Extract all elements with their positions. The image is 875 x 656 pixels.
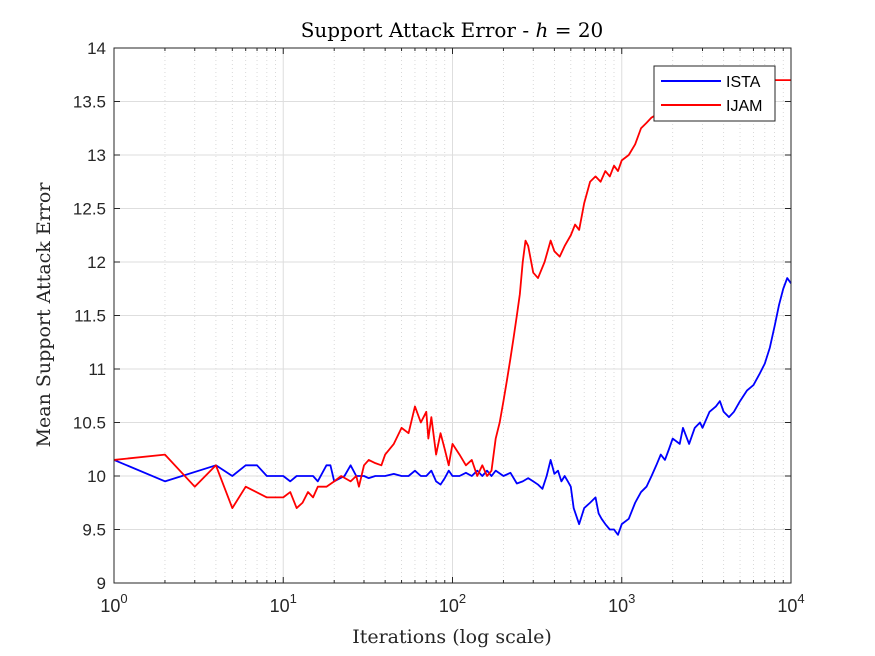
y-tick-label: 11: [88, 360, 106, 379]
series-lines: [113, 79, 792, 536]
chart-title: Support Attack Error - h = 20: [301, 18, 604, 42]
axes: [113, 47, 792, 584]
y-tick-label: 13.5: [73, 93, 106, 112]
y-tick-label: 14: [87, 39, 106, 58]
legend: ISTA IJAM: [653, 65, 776, 122]
y-tick-label: 12: [87, 253, 106, 272]
y-tick-label: 9.5: [82, 521, 106, 540]
x-tick-label: 103: [608, 591, 635, 616]
x-tick-label: 104: [777, 591, 804, 616]
y-tick-label: 10: [87, 467, 106, 486]
tick-labels: 9 9.5 10 10.5 11 11.5 12 12.5 13 13.5 14 100 101 102 1…: [73, 39, 805, 616]
x-tick-label: 100: [100, 591, 127, 616]
legend-box: [653, 65, 776, 122]
series-line-ijam: [113, 79, 791, 509]
x-tick-label: 101: [270, 591, 297, 616]
x-axis-label: Iterations (log scale): [352, 626, 552, 648]
y-tick-label: 13: [87, 146, 106, 165]
x-tick-label: 102: [439, 591, 466, 616]
legend-label-ijam: IJAM: [726, 98, 762, 115]
legend-label-ista: ISTA: [726, 74, 761, 91]
y-axis-label: Mean Support Attack Error: [33, 182, 55, 448]
y-tick-label: 12.5: [73, 200, 106, 219]
y-tick-label: 9: [97, 574, 106, 593]
y-tick-label: 11.5: [74, 307, 106, 326]
y-tick-label: 10.5: [73, 414, 106, 433]
